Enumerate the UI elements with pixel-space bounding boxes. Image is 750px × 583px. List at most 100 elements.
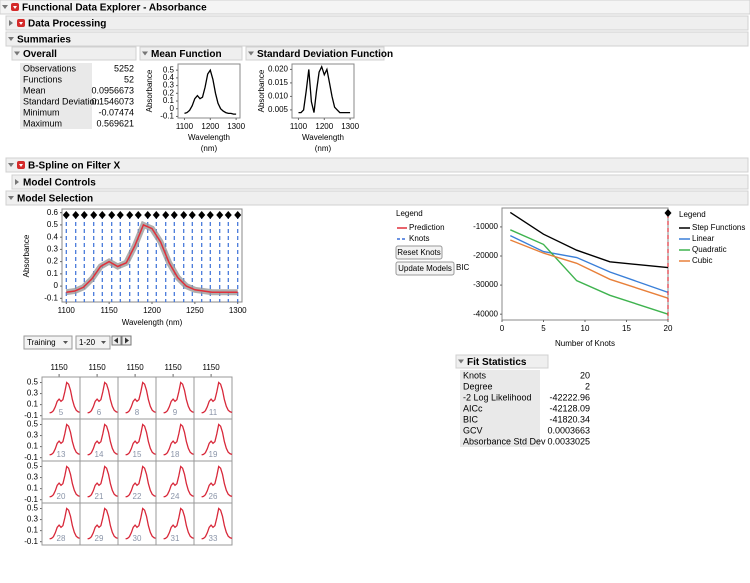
panel-curve [87,423,119,456]
knot-marker[interactable] [180,211,188,219]
panel[interactable] [155,376,195,420]
knot-marker[interactable] [216,211,224,219]
knot-marker[interactable] [170,211,178,219]
knot-marker[interactable] [234,211,242,219]
panel[interactable] [41,460,81,504]
button[interactable] [395,261,455,276]
disclosure-icon[interactable] [2,5,8,9]
knot-marker[interactable] [224,211,232,219]
y-tick-label: 0.3 [27,473,39,482]
section-title: Standard Deviation Function [257,49,393,60]
dropdown[interactable] [23,335,73,350]
panel[interactable] [117,460,157,504]
knot-marker[interactable] [206,211,214,219]
knot-marker[interactable] [90,211,98,219]
button[interactable] [395,245,443,260]
panel[interactable] [155,502,195,546]
knot-marker[interactable] [98,211,106,219]
dropdown[interactable] [75,335,111,350]
y-tick-label: -0.1 [24,411,38,420]
knot-marker[interactable] [152,211,160,219]
section-bar [139,46,243,61]
y-tick-label: 0.5 [163,65,175,74]
x-axis-label: (nm) [201,144,218,153]
panel-id: 19 [209,450,218,459]
button-label: Reset Knots [397,248,441,257]
panel-curve [49,465,81,498]
y-tick-label: 0.010 [268,92,289,101]
nav-arrow [125,337,129,344]
legend-item: Linear [692,234,715,243]
panel-id: 8 [135,408,140,417]
knot-marker[interactable] [126,211,134,219]
y-tick-label: -0.1 [24,537,38,546]
panel-curve [49,381,81,414]
y-tick-label: 0.6 [47,208,59,217]
knot-marker[interactable] [80,211,88,219]
panel[interactable] [193,418,233,462]
panel[interactable] [155,418,195,462]
panel-id: 33 [209,534,218,543]
row-value: 0.569621 [96,118,134,128]
disclosure-icon[interactable] [248,51,254,56]
panel[interactable] [117,376,157,420]
knot-marker[interactable] [188,211,196,219]
row-label-cell [20,85,92,96]
section-title: Functional Data Explorer - Absorbance [22,3,207,14]
panel-id: 15 [133,450,142,459]
function-curve [298,64,351,114]
panel-id: 24 [171,492,180,501]
row-value: -0.07474 [98,107,134,117]
y-tick-label: 0.1 [27,442,39,451]
row-label-cell [20,74,92,85]
panel[interactable] [193,502,233,546]
y-tick-label: 0.1 [163,96,175,105]
y-tick-label: -0.1 [44,293,58,302]
panel-curve [87,465,119,498]
panel[interactable] [41,502,81,546]
disclosure-icon[interactable] [8,196,14,200]
knot-marker[interactable] [198,211,206,219]
knot-marker[interactable] [72,211,80,219]
disclosure-icon[interactable] [9,20,13,26]
panel[interactable] [117,418,157,462]
knot-marker[interactable] [144,211,152,219]
panel[interactable] [41,418,81,462]
x-tick-label: 1300 [229,306,247,315]
panel-curve [201,465,233,498]
x-tick-label: 1300 [341,122,359,131]
section-bar [0,0,750,15]
panel-curve [125,381,157,414]
knot-marker[interactable] [62,211,70,219]
panel[interactable] [79,418,119,462]
panel[interactable] [193,376,233,420]
disclosure-icon[interactable] [8,37,14,41]
knot-marker[interactable] [108,211,116,219]
disclosure-icon[interactable] [142,51,148,56]
x-axis-label: Wavelength [302,133,344,142]
panel-id: 28 [57,534,66,543]
y-tick-label: 0.5 [27,420,39,429]
panel[interactable] [155,460,195,504]
disclosure-icon[interactable] [458,359,464,364]
selected-marker[interactable] [664,209,672,217]
disclosure-icon[interactable] [8,163,14,167]
plot-frame [501,207,669,321]
x-tick-label: 1150 [202,363,220,372]
panel[interactable] [79,460,119,504]
y-axis-label: Absorbance [145,69,154,112]
legend-title: Legend [679,210,706,219]
disclosure-icon[interactable] [15,179,19,185]
y-axis-label: Absorbance [22,234,31,277]
x-tick-label: 1200 [143,306,161,315]
row-label: AICc [463,403,483,413]
knot-marker[interactable] [116,211,124,219]
disclosure-icon[interactable] [14,51,20,56]
row-label-cell [20,63,92,74]
x-tick-label: 10 [581,324,590,333]
knot-marker[interactable] [134,211,142,219]
panel-id: 6 [97,408,102,417]
row-label-cell [460,436,540,447]
panel[interactable] [117,502,157,546]
knot-marker[interactable] [162,211,170,219]
